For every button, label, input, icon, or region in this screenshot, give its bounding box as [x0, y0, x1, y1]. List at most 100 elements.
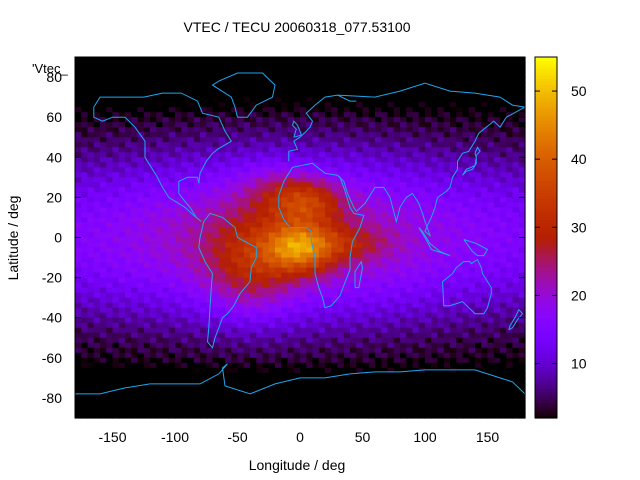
- heat-cell: [456, 67, 464, 73]
- heat-cell: [93, 182, 101, 188]
- heat-cell: [256, 82, 264, 88]
- heat-cell: [293, 267, 301, 274]
- heat-cell: [218, 127, 226, 133]
- heat-cell: [75, 222, 82, 229]
- heat-cell: [75, 162, 82, 168]
- heat-cell: [450, 382, 457, 389]
- heat-cell: [456, 87, 464, 93]
- heat-cell: [356, 257, 364, 264]
- heat-cell: [437, 232, 445, 239]
- heat-cell: [331, 132, 339, 138]
- heat-cell: [387, 367, 395, 374]
- heat-cell: [456, 222, 464, 229]
- heat-cell: [237, 212, 245, 219]
- heat-cell: [300, 167, 307, 173]
- heat-cell: [243, 297, 251, 304]
- heat-cell: [243, 157, 251, 163]
- heat-cell: [512, 117, 520, 123]
- heat-cell: [168, 152, 176, 158]
- heat-cell: [325, 137, 332, 143]
- heat-cell: [331, 247, 339, 254]
- heat-cell: [168, 102, 176, 108]
- heat-cell: [281, 72, 289, 78]
- heat-cell: [131, 112, 139, 118]
- heat-cell: [250, 62, 257, 68]
- heat-cell: [143, 307, 151, 314]
- heat-cell: [418, 392, 426, 399]
- heat-cell: [125, 402, 132, 409]
- heat-cell: [175, 392, 182, 399]
- heat-cell: [475, 242, 482, 249]
- heat-cell: [312, 267, 320, 274]
- heat-cell: [437, 177, 445, 183]
- heat-cell: [231, 152, 239, 158]
- heat-cell: [431, 392, 439, 399]
- heat-cell: [331, 187, 339, 193]
- heat-cell: [281, 67, 289, 73]
- heat-cell: [87, 382, 95, 389]
- heat-cell: [425, 127, 432, 133]
- heat-cell: [318, 62, 326, 68]
- heat-cell: [75, 252, 82, 259]
- heat-cell: [93, 122, 101, 128]
- heat-cell: [400, 117, 407, 123]
- heat-cell: [337, 202, 345, 209]
- heat-cell: [212, 72, 220, 78]
- heat-cell: [131, 282, 139, 289]
- heat-cell: [493, 217, 501, 224]
- heat-cell: [443, 172, 451, 178]
- heat-cell: [162, 342, 170, 349]
- heat-cell: [400, 262, 407, 269]
- heat-cell: [375, 352, 382, 359]
- heat-cell: [475, 287, 482, 294]
- heat-cell: [362, 107, 370, 113]
- heat-cell: [187, 242, 195, 249]
- heat-cell: [393, 132, 401, 138]
- heat-cell: [506, 97, 514, 103]
- heat-cell: [218, 247, 226, 254]
- heat-cell: [118, 187, 126, 193]
- heat-cell: [412, 392, 420, 399]
- heat-cell: [250, 142, 257, 148]
- heat-cell: [187, 137, 195, 143]
- heat-cell: [456, 377, 464, 384]
- heat-cell: [118, 312, 126, 319]
- heat-cell: [481, 237, 489, 244]
- heat-cell: [437, 57, 445, 63]
- heat-cell: [75, 292, 82, 299]
- heat-cell: [268, 377, 276, 384]
- heat-cell: [393, 372, 401, 379]
- heat-cell: [100, 307, 107, 314]
- heat-cell: [475, 157, 482, 163]
- heat-cell: [481, 392, 489, 399]
- heat-cell: [343, 242, 351, 249]
- heat-cell: [100, 187, 107, 193]
- heat-cell: [93, 107, 101, 113]
- heat-cell: [100, 172, 107, 178]
- heat-cell: [293, 317, 301, 324]
- heat-cell: [162, 327, 170, 334]
- heat-cell: [312, 307, 320, 314]
- heat-cell: [175, 402, 182, 409]
- heat-cell: [243, 387, 251, 394]
- heat-cell: [337, 342, 345, 349]
- heat-cell: [312, 287, 320, 294]
- heat-cell: [237, 302, 245, 309]
- heat-cell: [175, 57, 182, 63]
- heat-cell: [475, 382, 482, 389]
- heat-cell: [306, 172, 314, 178]
- heat-cell: [193, 272, 201, 279]
- heat-cell: [368, 167, 376, 173]
- heat-cell: [143, 227, 151, 234]
- heat-cell: [400, 322, 407, 329]
- heat-cell: [506, 277, 514, 284]
- heat-cell: [518, 162, 526, 168]
- heat-cell: [93, 57, 101, 63]
- heat-cell: [468, 217, 476, 224]
- heat-cell: [331, 227, 339, 234]
- heat-cell: [268, 297, 276, 304]
- heat-cell: [143, 302, 151, 309]
- heat-cell: [443, 202, 451, 209]
- heat-cell: [156, 247, 164, 254]
- heat-cell: [343, 212, 351, 219]
